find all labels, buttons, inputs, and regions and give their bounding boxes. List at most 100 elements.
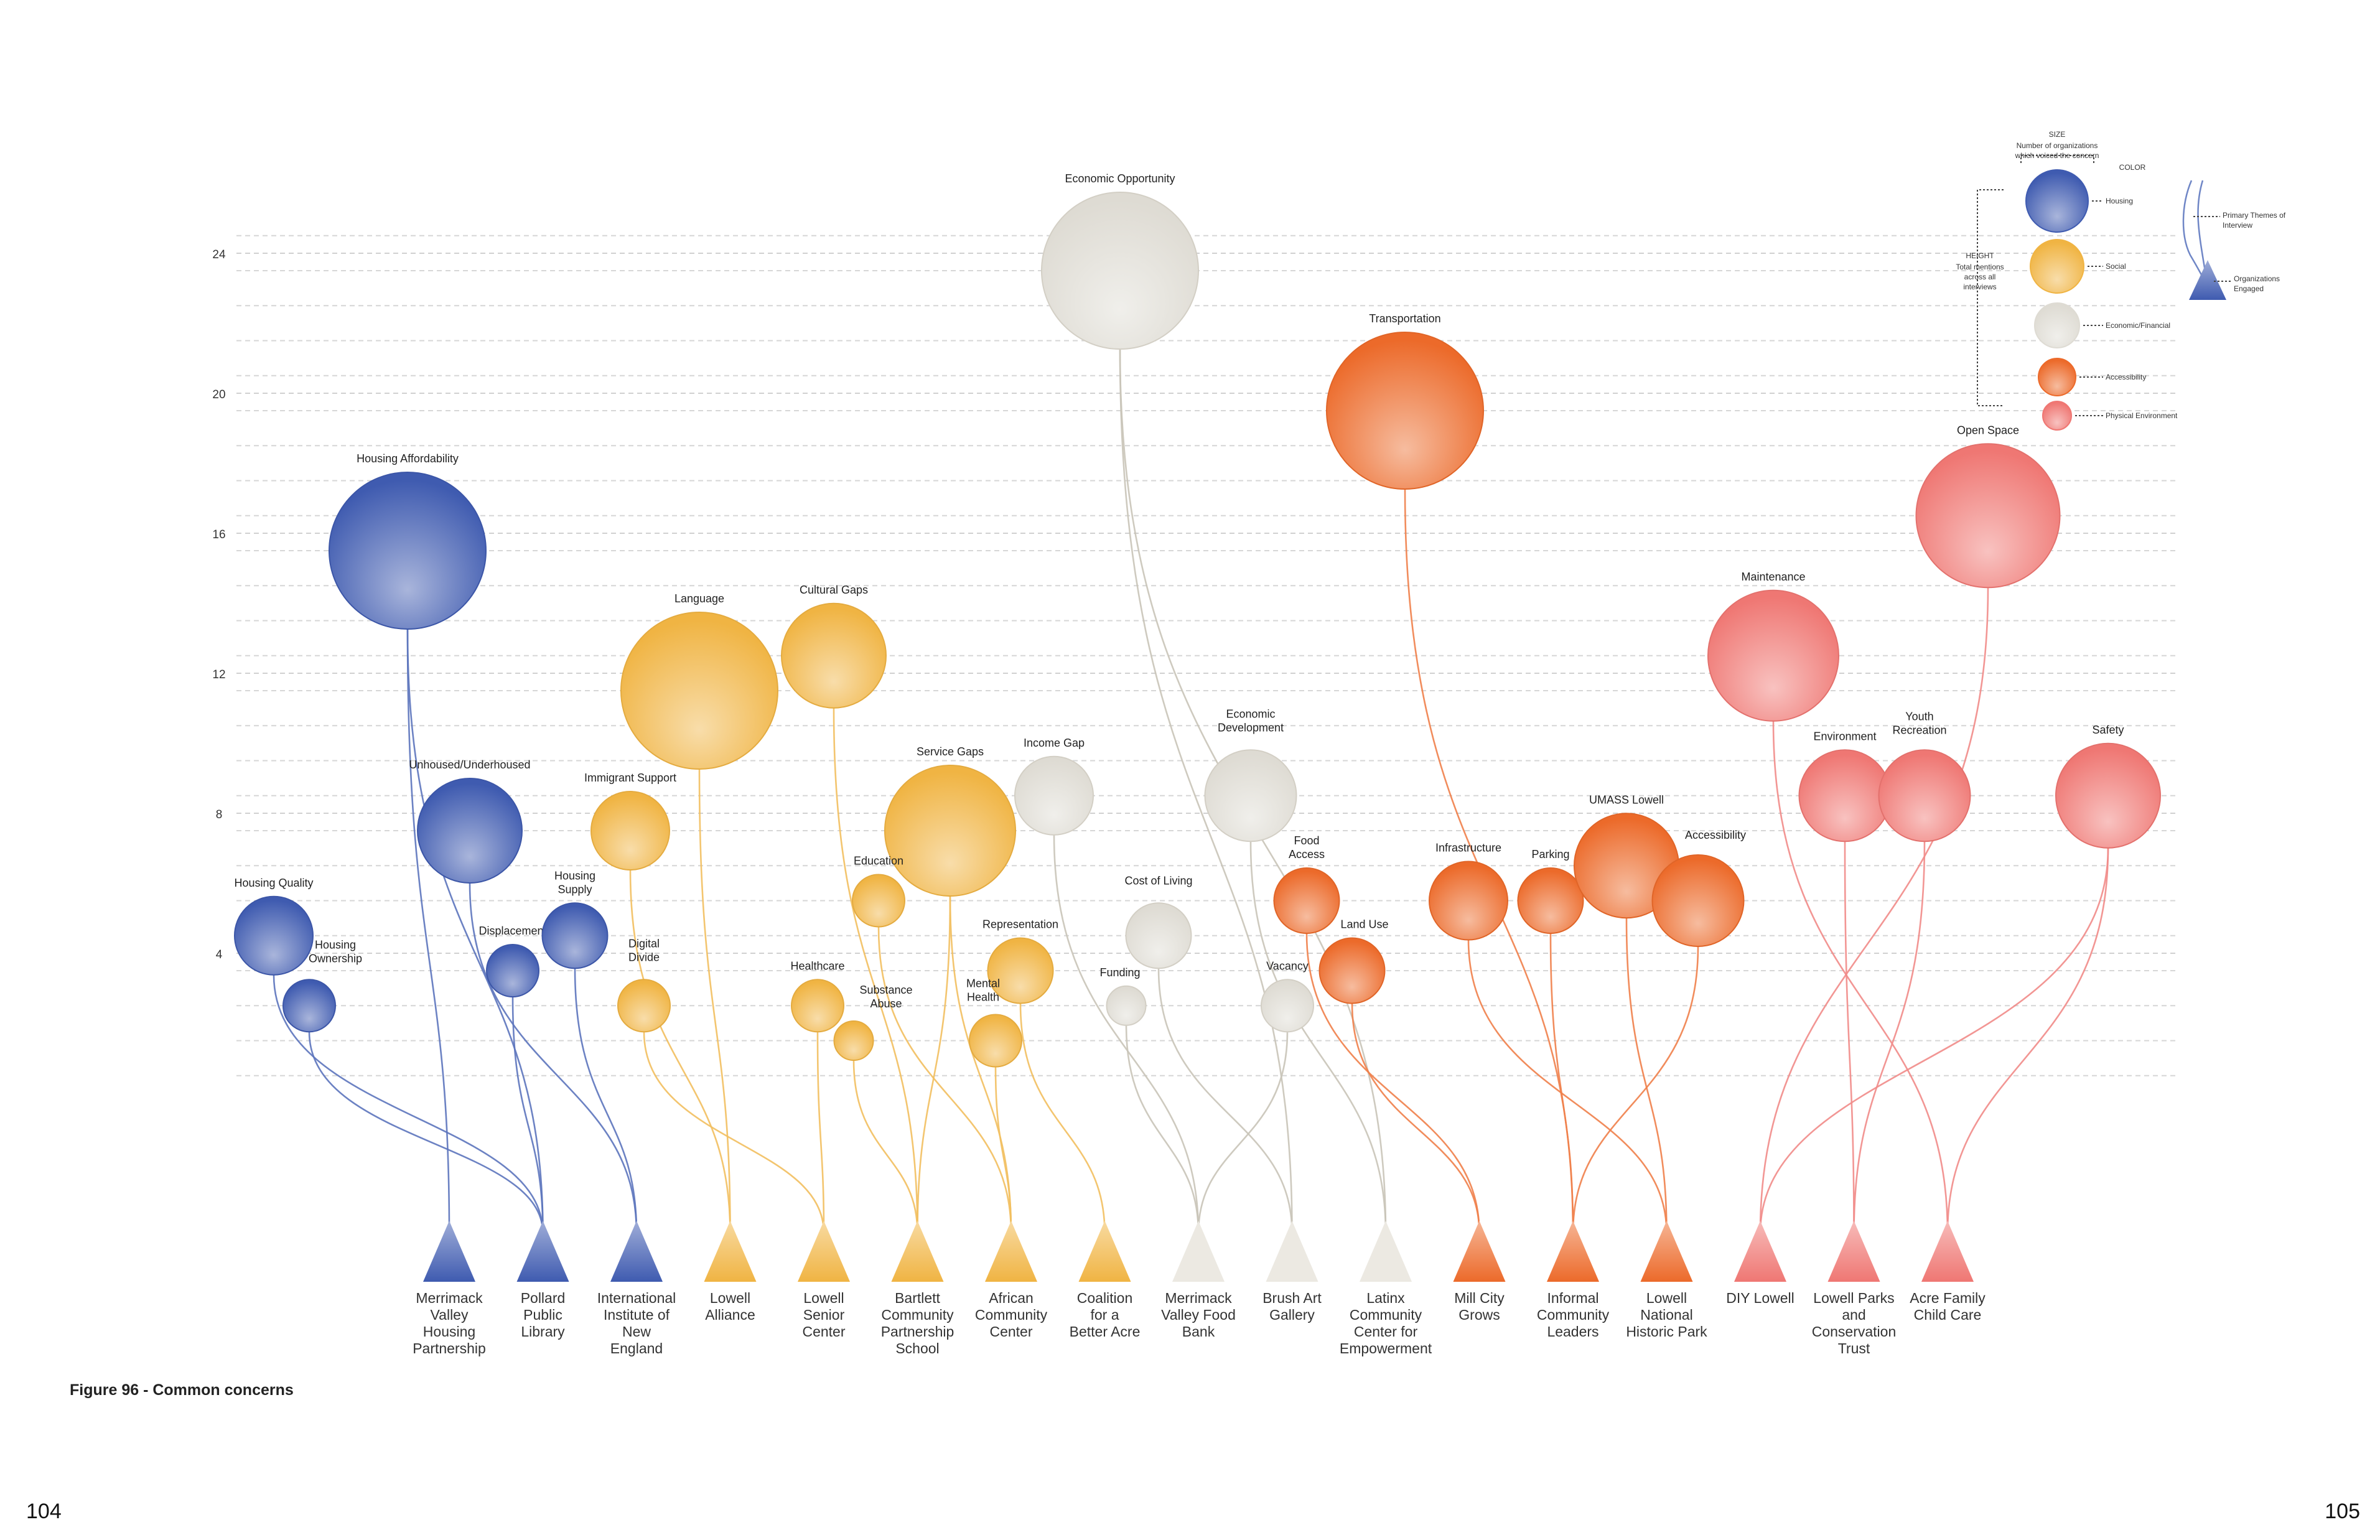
org-label: Better Acre <box>1070 1323 1141 1340</box>
bubble-label: Open Space <box>1957 424 2019 436</box>
bubble-label: Abuse <box>870 997 902 1010</box>
bubble-circle <box>620 612 778 770</box>
legend-triangle <box>2189 260 2226 300</box>
bubble-circle <box>541 902 609 969</box>
bubble-label: Unhoused/Underhoused <box>409 758 530 771</box>
bubble-circle <box>2055 742 2161 849</box>
link-unhoused-underhoused <box>469 882 638 1234</box>
bubble-housing-affordability: Housing Affordability <box>329 452 487 630</box>
bubble-label: Education <box>854 855 903 867</box>
bubble-land-use: Land Use <box>1318 918 1389 1004</box>
bubble-service-gaps: Service Gaps <box>884 745 1016 897</box>
link-mental-health <box>994 1066 1012 1234</box>
legend-swatch-social <box>2030 239 2084 294</box>
bubble-circle <box>234 895 314 976</box>
link-funding <box>1125 1025 1200 1234</box>
link-open-space <box>1759 587 1989 1234</box>
link-safety <box>1759 847 2109 1234</box>
org-triangle <box>1734 1221 1786 1282</box>
org-label: Valley Food <box>1161 1307 1236 1323</box>
y-tick-label: 8 <box>216 808 223 821</box>
org-label: Gallery <box>1269 1307 1315 1323</box>
figure-caption: Figure 96 - Common concerns <box>70 1381 294 1399</box>
bubble-circle <box>617 979 671 1033</box>
legend-line-label: Interview <box>2223 221 2252 230</box>
legend-triangle-label: Engaged <box>2234 284 2264 293</box>
bubble-label: Economic <box>1226 707 1275 720</box>
org-triangle <box>798 1221 850 1282</box>
bubble-immigrant-support: Immigrant Support <box>584 772 676 870</box>
link-infrastructure <box>1467 940 1668 1234</box>
bubble-label: Divide <box>628 951 660 963</box>
link-cost-of-living <box>1157 968 1293 1234</box>
legend-color-title: COLOR <box>2119 163 2146 172</box>
bubble-label: Environment <box>1813 730 1876 742</box>
link-safety <box>1946 847 2109 1234</box>
link-food-access <box>1305 933 1480 1234</box>
bubble-label: Economic Opportunity <box>1065 172 1175 185</box>
org-label: Merrimack <box>1165 1290 1232 1306</box>
org-triangle <box>610 1221 663 1282</box>
bubble-circle <box>1014 755 1094 836</box>
bubble-label: Cost of Living <box>1124 874 1192 887</box>
link-land-use <box>1351 1003 1480 1234</box>
org-label: Trust <box>1838 1340 1870 1356</box>
bubble-parking: Parking <box>1517 848 1584 934</box>
link-digital-divide <box>643 1032 825 1234</box>
org-label: Valley <box>431 1307 469 1323</box>
org-label: Alliance <box>705 1307 755 1323</box>
org-label: Pollard <box>521 1290 566 1306</box>
link-housing-ownership <box>308 1032 544 1234</box>
link-representation <box>1019 1003 1106 1234</box>
legend-swatch-physical-environment <box>2042 401 2072 431</box>
bubble-circle <box>417 778 523 884</box>
bubble-circle <box>1261 979 1314 1033</box>
org-triangle <box>704 1221 757 1282</box>
org-label: Center <box>989 1323 1032 1340</box>
org-label: Child Care <box>1914 1307 1982 1323</box>
org-triangle <box>1360 1221 1412 1282</box>
bubble-label: Health <box>967 991 999 1004</box>
org-label: Lowell <box>710 1290 750 1306</box>
link-vacancy <box>1197 1032 1289 1234</box>
org-label: for a <box>1090 1307 1119 1323</box>
legend-bracket <box>2020 155 2094 163</box>
link-substance-abuse <box>852 1060 918 1234</box>
bubble-label: Substance <box>859 984 912 996</box>
bubble-label: Cultural Gaps <box>800 584 868 596</box>
link-transportation <box>1404 488 1574 1234</box>
bubble-language: Language <box>620 592 778 770</box>
link-language <box>698 768 731 1234</box>
bubble-label: Maintenance <box>1741 571 1805 583</box>
legend-category-label: Housing <box>2106 197 2133 205</box>
bubble-circle <box>1125 902 1192 969</box>
y-axis-ticks: 4 8 12 16 20 24 <box>212 248 226 961</box>
bubble-housing-quality: Housing Quality <box>234 877 314 976</box>
page-number-right: 105 <box>2325 1500 2360 1523</box>
bubble-maintenance: Maintenance <box>1707 571 1839 722</box>
bubble-label: Transportation <box>1369 312 1440 325</box>
legend-swatch-housing <box>2025 169 2089 233</box>
org-label: Historic Park <box>1626 1323 1707 1340</box>
org-triangle <box>1921 1221 1974 1282</box>
legend-triangle-label: Organizations <box>2234 274 2280 283</box>
org-triangle <box>1172 1221 1225 1282</box>
bubble-label: Access <box>1289 848 1325 861</box>
link-healthcare <box>816 1032 825 1234</box>
bubble-representation: Representation <box>982 918 1058 1004</box>
bubble-cost-of-living: Cost of Living <box>1124 874 1193 969</box>
bubble-accessibility: Accessibility <box>1651 829 1746 947</box>
bubble-label: Housing <box>554 869 595 882</box>
bubble-label: Accessibility <box>1685 829 1746 841</box>
grid-lines <box>236 235 2178 1076</box>
link-accessibility <box>1572 946 1699 1234</box>
y-tick-label: 4 <box>216 948 223 961</box>
bubble-circle <box>1915 443 2061 589</box>
bubble-circle <box>987 937 1054 1004</box>
org-label: African <box>989 1290 1034 1306</box>
